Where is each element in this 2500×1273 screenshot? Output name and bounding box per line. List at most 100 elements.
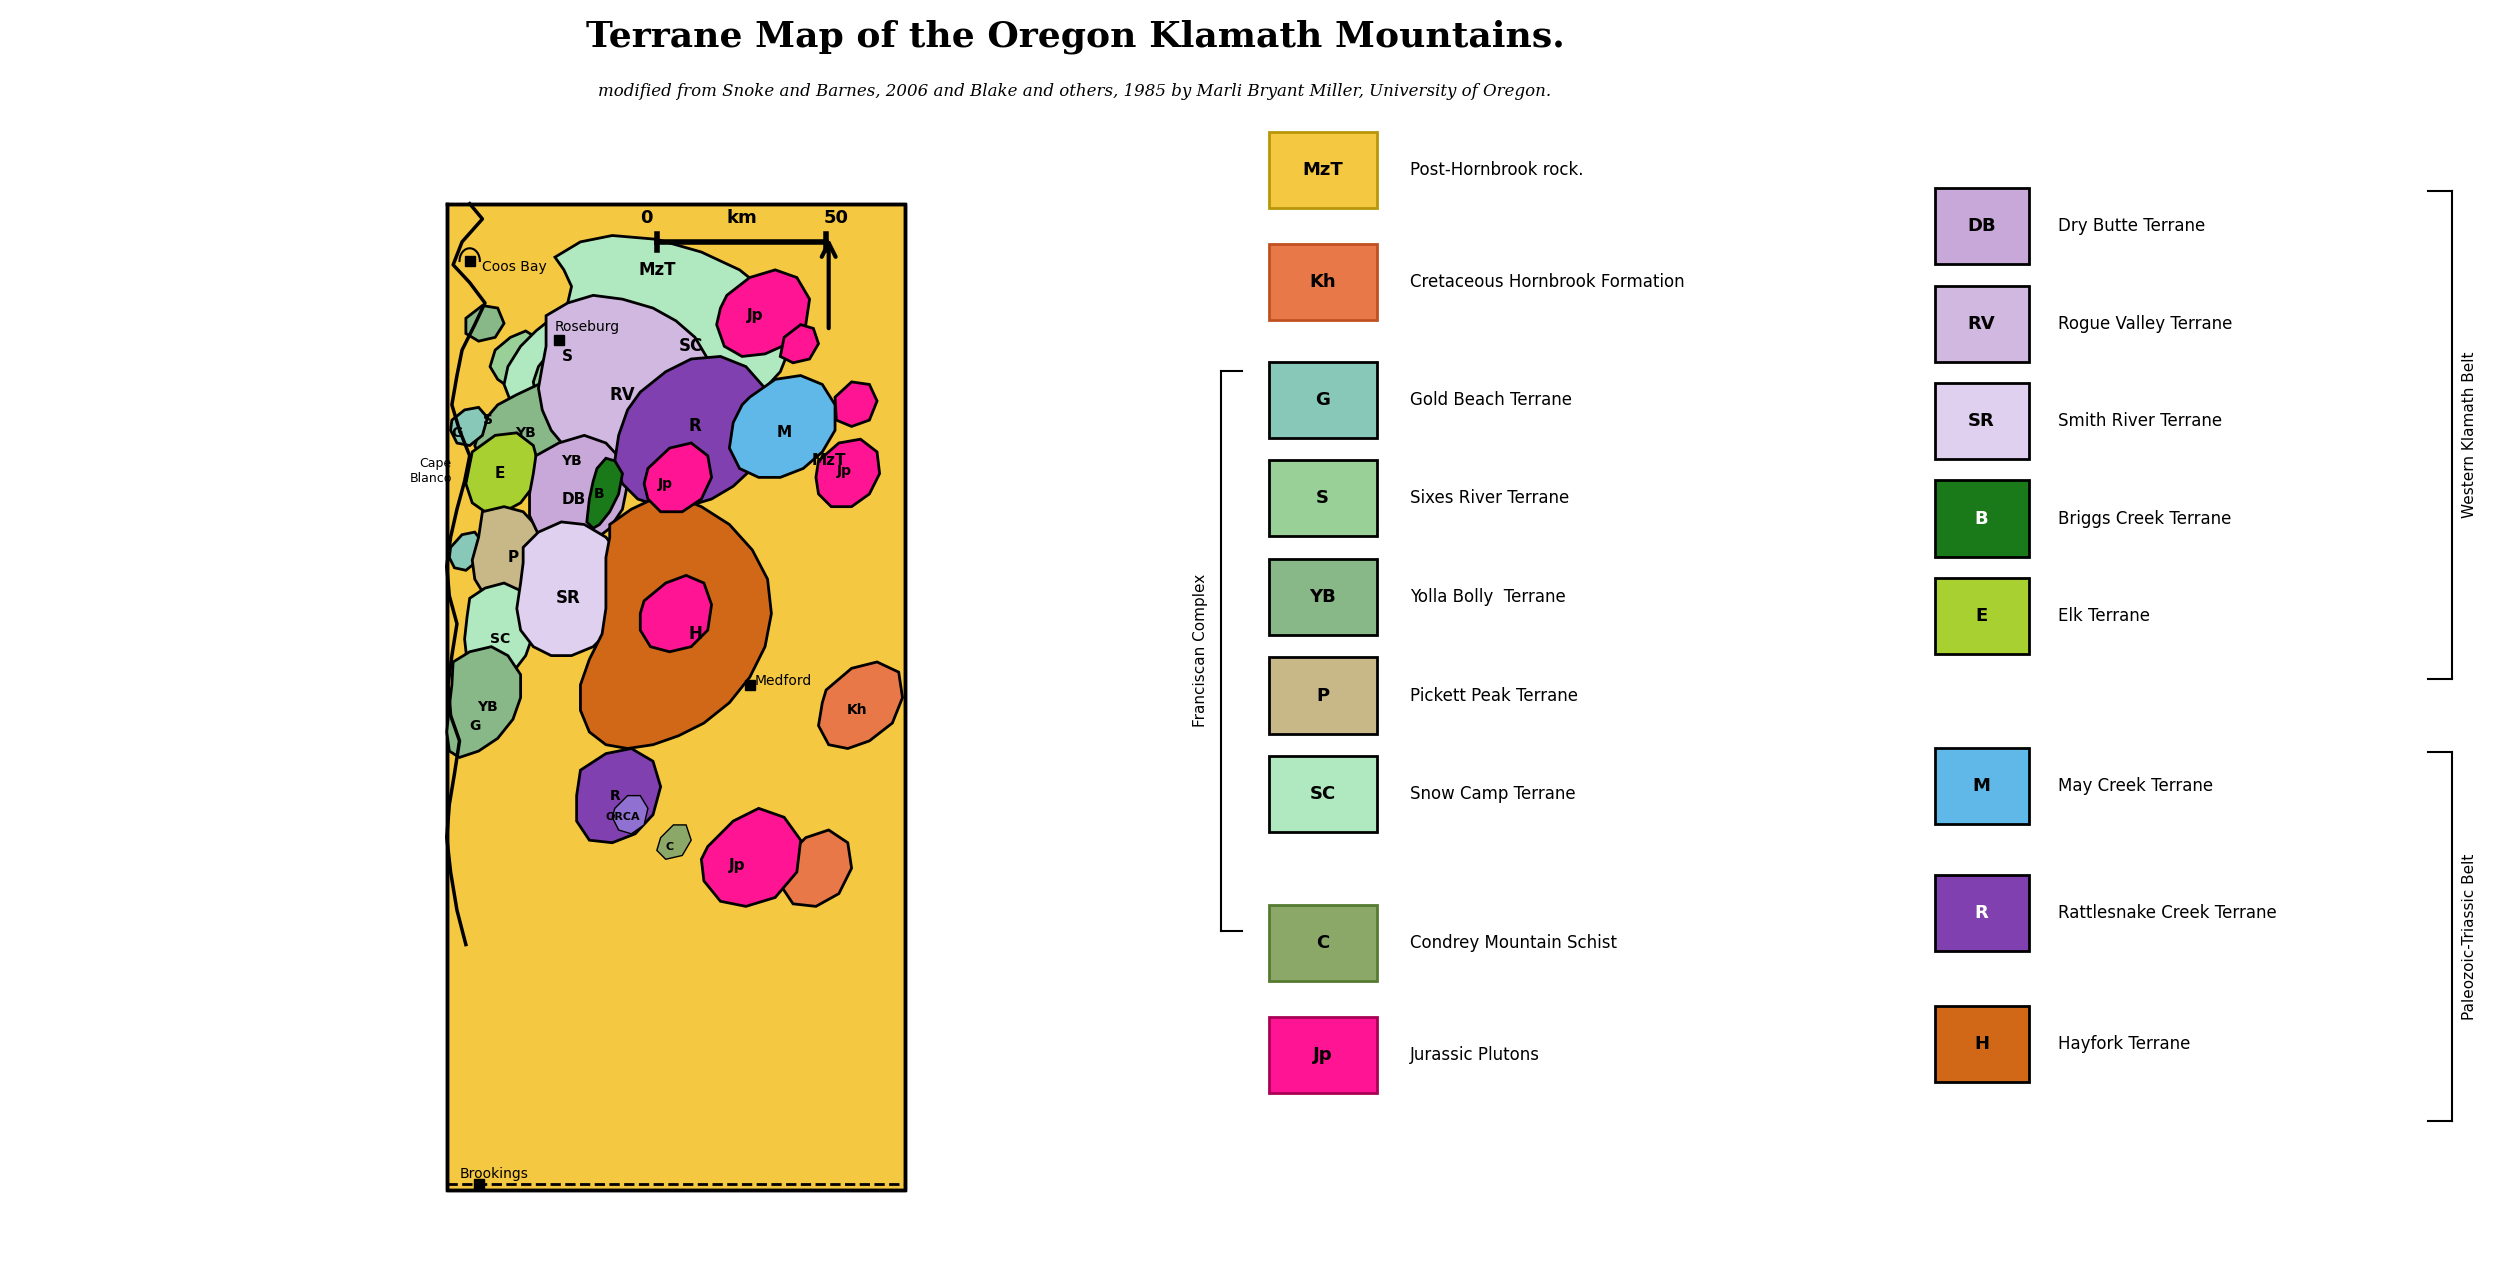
Text: S: S bbox=[482, 414, 492, 426]
Bar bbox=[1268, 1017, 1378, 1094]
Bar bbox=[1268, 559, 1378, 635]
Text: DB: DB bbox=[1968, 218, 1995, 236]
Polygon shape bbox=[588, 458, 622, 528]
Text: YB: YB bbox=[515, 426, 535, 439]
Text: km: km bbox=[725, 209, 758, 227]
Text: Terrane Map of the Oregon Klamath Mountains.: Terrane Map of the Oregon Klamath Mounta… bbox=[585, 19, 1565, 53]
Polygon shape bbox=[465, 433, 538, 512]
Bar bbox=[448, 204, 905, 1190]
Text: S: S bbox=[1315, 489, 1330, 508]
Bar bbox=[1935, 188, 2028, 265]
Text: M: M bbox=[778, 425, 792, 440]
Text: E: E bbox=[1975, 607, 1988, 625]
Text: May Creek Terrane: May Creek Terrane bbox=[2058, 778, 2212, 796]
Text: Roseburg: Roseburg bbox=[555, 320, 620, 334]
Bar bbox=[1935, 383, 2028, 460]
Text: G: G bbox=[452, 426, 462, 439]
Text: G: G bbox=[1315, 391, 1330, 409]
Text: SC: SC bbox=[680, 337, 702, 355]
Text: YB: YB bbox=[1310, 588, 1335, 606]
Text: E: E bbox=[495, 466, 505, 481]
Text: Brookings: Brookings bbox=[460, 1167, 528, 1181]
Text: Cape
Blanco: Cape Blanco bbox=[410, 457, 452, 485]
Polygon shape bbox=[452, 700, 495, 743]
Text: SR: SR bbox=[555, 589, 580, 607]
Polygon shape bbox=[645, 443, 712, 512]
Text: modified from Snoke and Barnes, 2006 and Blake and others, 1985 by Marli Bryant : modified from Snoke and Barnes, 2006 and… bbox=[598, 83, 1552, 99]
Text: Medford: Medford bbox=[755, 675, 812, 687]
Bar bbox=[1935, 875, 2028, 951]
Text: 0: 0 bbox=[640, 209, 652, 227]
Text: P: P bbox=[508, 550, 518, 565]
Polygon shape bbox=[780, 325, 818, 363]
Text: Rattlesnake Creek Terrane: Rattlesnake Creek Terrane bbox=[2058, 904, 2278, 922]
Text: SC: SC bbox=[1310, 785, 1335, 803]
Bar bbox=[1268, 132, 1378, 209]
Text: Gold Beach Terrane: Gold Beach Terrane bbox=[1410, 391, 1572, 409]
Polygon shape bbox=[780, 830, 853, 906]
Text: 50: 50 bbox=[825, 209, 850, 227]
Text: RV: RV bbox=[1968, 314, 1995, 332]
Text: Condrey Mountain Schist: Condrey Mountain Schist bbox=[1410, 934, 1618, 952]
Polygon shape bbox=[465, 306, 505, 341]
Text: Hayfork Terrane: Hayfork Terrane bbox=[2058, 1035, 2190, 1053]
Text: M: M bbox=[1972, 778, 1990, 796]
Text: Kh: Kh bbox=[848, 704, 868, 717]
Text: RV: RV bbox=[610, 386, 635, 404]
Text: Jp: Jp bbox=[658, 477, 672, 490]
Text: H: H bbox=[688, 625, 702, 643]
Text: MzT: MzT bbox=[638, 261, 675, 279]
Polygon shape bbox=[703, 808, 800, 906]
Text: YB: YB bbox=[560, 454, 582, 467]
Bar bbox=[1935, 578, 2028, 654]
Text: S: S bbox=[562, 349, 572, 364]
Bar bbox=[1935, 480, 2028, 556]
Polygon shape bbox=[538, 295, 712, 461]
Text: Paleozoic-Triassic Belt: Paleozoic-Triassic Belt bbox=[2462, 853, 2478, 1020]
Text: SR: SR bbox=[1968, 412, 1995, 430]
Text: Jurassic Plutons: Jurassic Plutons bbox=[1410, 1046, 1540, 1064]
Text: B: B bbox=[595, 488, 605, 500]
Text: Jp: Jp bbox=[1312, 1046, 1332, 1064]
Text: Jp: Jp bbox=[838, 465, 852, 477]
Polygon shape bbox=[450, 532, 482, 570]
Bar bbox=[1268, 362, 1378, 438]
Bar bbox=[1268, 244, 1378, 321]
Polygon shape bbox=[818, 662, 902, 749]
Polygon shape bbox=[518, 522, 628, 656]
Bar bbox=[1935, 1006, 2028, 1082]
Polygon shape bbox=[530, 435, 628, 547]
Polygon shape bbox=[730, 376, 835, 477]
Text: C: C bbox=[1315, 934, 1330, 952]
Text: H: H bbox=[1975, 1035, 1990, 1053]
Bar bbox=[1268, 657, 1378, 733]
Text: MzT: MzT bbox=[1302, 162, 1342, 179]
Text: R: R bbox=[1975, 904, 1988, 922]
Polygon shape bbox=[472, 507, 542, 601]
Polygon shape bbox=[448, 647, 520, 757]
Polygon shape bbox=[835, 382, 877, 426]
Text: Western Klamath Belt: Western Klamath Belt bbox=[2462, 351, 2478, 518]
Text: Coos Bay: Coos Bay bbox=[482, 261, 548, 274]
Text: Post-Hornbrook rock.: Post-Hornbrook rock. bbox=[1410, 162, 1585, 179]
Text: Pickett Peak Terrane: Pickett Peak Terrane bbox=[1410, 686, 1578, 704]
Text: Smith River Terrane: Smith River Terrane bbox=[2058, 412, 2222, 430]
Polygon shape bbox=[450, 407, 488, 446]
Text: Dry Butte Terrane: Dry Butte Terrane bbox=[2058, 218, 2205, 236]
Polygon shape bbox=[465, 583, 532, 681]
Text: Franciscan Complex: Franciscan Complex bbox=[1192, 574, 1208, 727]
Text: YB: YB bbox=[478, 700, 498, 713]
Text: R: R bbox=[610, 789, 620, 802]
Text: Snow Camp Terrane: Snow Camp Terrane bbox=[1410, 785, 1575, 803]
Text: Rogue Valley Terrane: Rogue Valley Terrane bbox=[2058, 314, 2232, 332]
Polygon shape bbox=[578, 749, 660, 843]
Polygon shape bbox=[490, 308, 615, 392]
Polygon shape bbox=[718, 270, 810, 356]
Text: DB: DB bbox=[562, 491, 585, 507]
Text: SC: SC bbox=[490, 633, 510, 645]
Polygon shape bbox=[505, 236, 790, 410]
Text: Yolla Bolly  Terrane: Yolla Bolly Terrane bbox=[1410, 588, 1565, 606]
Text: B: B bbox=[1975, 509, 1988, 527]
Text: Briggs Creek Terrane: Briggs Creek Terrane bbox=[2058, 509, 2232, 527]
Text: R: R bbox=[688, 418, 702, 435]
